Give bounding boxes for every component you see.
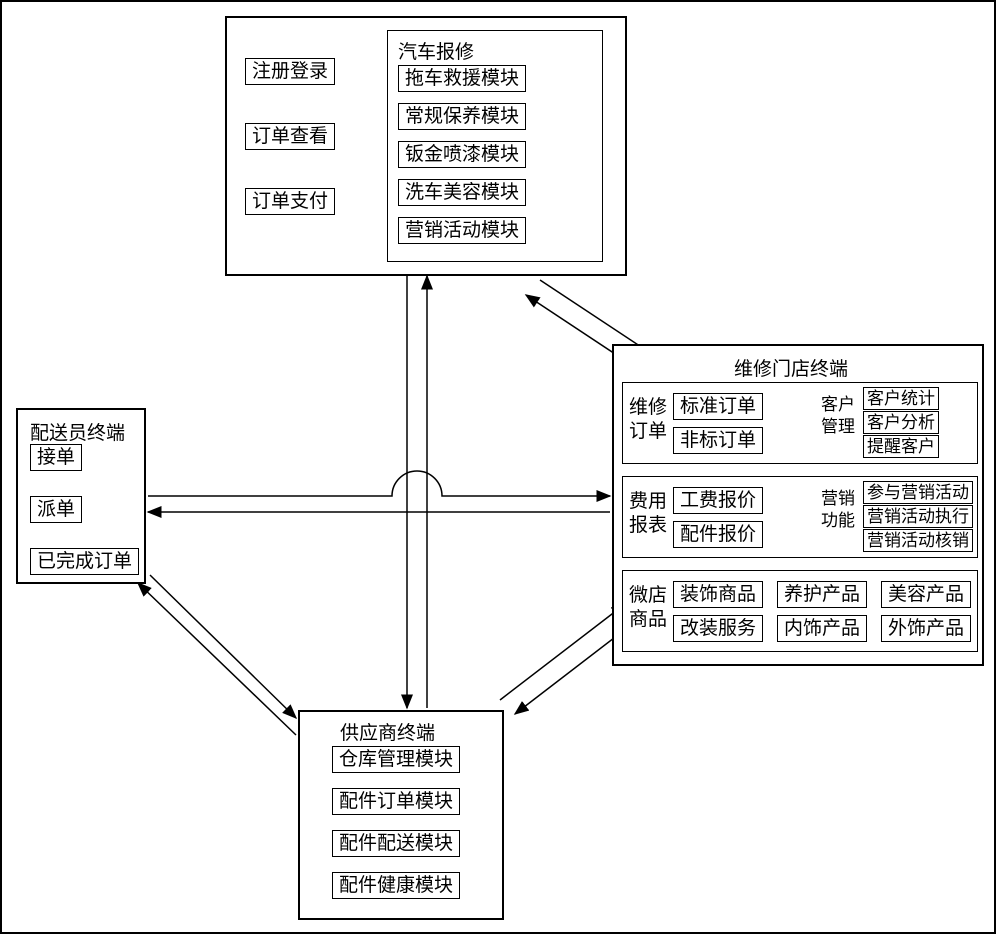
microstore-modification: 改装服务 bbox=[673, 615, 763, 642]
customer-mgmt-label-2: 管理 bbox=[821, 417, 855, 437]
microstore-label-2: 商品 bbox=[629, 609, 667, 632]
microstore-beauty: 美容产品 bbox=[881, 581, 971, 608]
microstore-exterior: 外饰产品 bbox=[881, 615, 971, 642]
marketing-label-1: 营销 bbox=[821, 489, 855, 509]
supplier-warehouse-mgmt: 仓库管理模块 bbox=[332, 746, 460, 773]
cost-report-label-1: 费用 bbox=[629, 491, 667, 514]
marketing-execute: 营销活动执行 bbox=[863, 505, 973, 528]
module-tow-rescue: 拖车救援模块 bbox=[398, 65, 526, 92]
parts-quote: 配件报价 bbox=[673, 521, 763, 548]
module-maintenance: 常规保养模块 bbox=[398, 103, 526, 130]
supplier-parts-order: 配件订单模块 bbox=[332, 788, 460, 815]
courier-terminal-title: 配送员终端 bbox=[30, 418, 125, 445]
customer-mgmt-label-1: 客户 bbox=[821, 395, 855, 415]
repair-orders-label-1: 维修 bbox=[629, 397, 667, 420]
marketing-verify: 营销活动核销 bbox=[863, 529, 973, 552]
supplier-terminal-title: 供应商终端 bbox=[340, 718, 435, 745]
labor-quote: 工费报价 bbox=[673, 487, 763, 514]
pay-order-cell: 订单支付 bbox=[245, 188, 335, 215]
courier-dispatch-order: 派单 bbox=[30, 496, 82, 523]
repair-shop-terminal-title: 维修门店终端 bbox=[734, 354, 848, 381]
microstore-maintenance: 养护产品 bbox=[777, 581, 867, 608]
customer-remind: 提醒客户 bbox=[863, 435, 939, 458]
repair-orders-label-2: 订单 bbox=[629, 421, 667, 444]
module-wash-beauty: 洗车美容模块 bbox=[398, 179, 526, 206]
module-marketing-activity: 营销活动模块 bbox=[398, 217, 526, 244]
module-sheet-paint: 钣金喷漆模块 bbox=[398, 141, 526, 168]
courier-accept-order: 接单 bbox=[30, 444, 82, 471]
microstore-label-1: 微店 bbox=[629, 585, 667, 608]
repair-standard-order: 标准订单 bbox=[673, 393, 763, 420]
repair-shop-row3: 微店 商品 装饰商品 养护产品 美容产品 改装服务 内饰产品 外饰产品 bbox=[622, 570, 978, 652]
repair-shop-row1: 维修 订单 标准订单 非标订单 客户 管理 客户统计 客户分析 提醒客户 bbox=[622, 382, 978, 464]
microstore-interior: 内饰产品 bbox=[777, 615, 867, 642]
repair-shop-terminal-block: 维修门店终端 维修 订单 标准订单 非标订单 客户 管理 客户统计 客户分析 提… bbox=[612, 344, 984, 666]
supplier-parts-health: 配件健康模块 bbox=[332, 872, 460, 899]
car-repair-group: 汽车报修 拖车救援模块 常规保养模块 钣金喷漆模块 洗车美容模块 营销活动模块 bbox=[387, 30, 603, 262]
courier-completed-order: 已完成订单 bbox=[30, 548, 139, 575]
car-repair-title: 汽车报修 bbox=[398, 37, 474, 64]
repair-nonstandard-order: 非标订单 bbox=[673, 427, 763, 454]
supplier-parts-delivery: 配件配送模块 bbox=[332, 830, 460, 857]
customer-analysis: 客户分析 bbox=[863, 411, 939, 434]
customer-stats: 客户统计 bbox=[863, 387, 939, 410]
marketing-label-2: 功能 bbox=[821, 511, 855, 531]
supplier-terminal-block: 供应商终端 仓库管理模块 配件订单模块 配件配送模块 配件健康模块 bbox=[298, 710, 504, 920]
marketing-participate: 参与营销活动 bbox=[863, 481, 973, 504]
cost-report-label-2: 报表 bbox=[629, 515, 667, 538]
courier-terminal-block: 配送员终端 接单 派单 已完成订单 bbox=[16, 408, 146, 584]
microstore-decoration: 装饰商品 bbox=[673, 581, 763, 608]
client-terminal-block: 注册登录 订单查看 订单支付 汽车报修 拖车救援模块 常规保养模块 钣金喷漆模块… bbox=[225, 16, 627, 276]
register-login-cell: 注册登录 bbox=[245, 58, 335, 85]
repair-shop-row2: 费用 报表 工费报价 配件报价 营销 功能 参与营销活动 营销活动执行 营销活动… bbox=[622, 476, 978, 558]
view-order-cell: 订单查看 bbox=[245, 123, 335, 150]
